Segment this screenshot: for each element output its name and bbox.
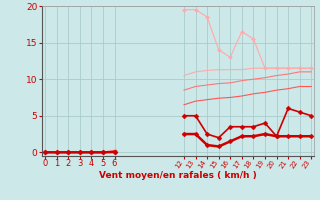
X-axis label: Vent moyen/en rafales ( km/h ): Vent moyen/en rafales ( km/h ) (99, 171, 256, 180)
